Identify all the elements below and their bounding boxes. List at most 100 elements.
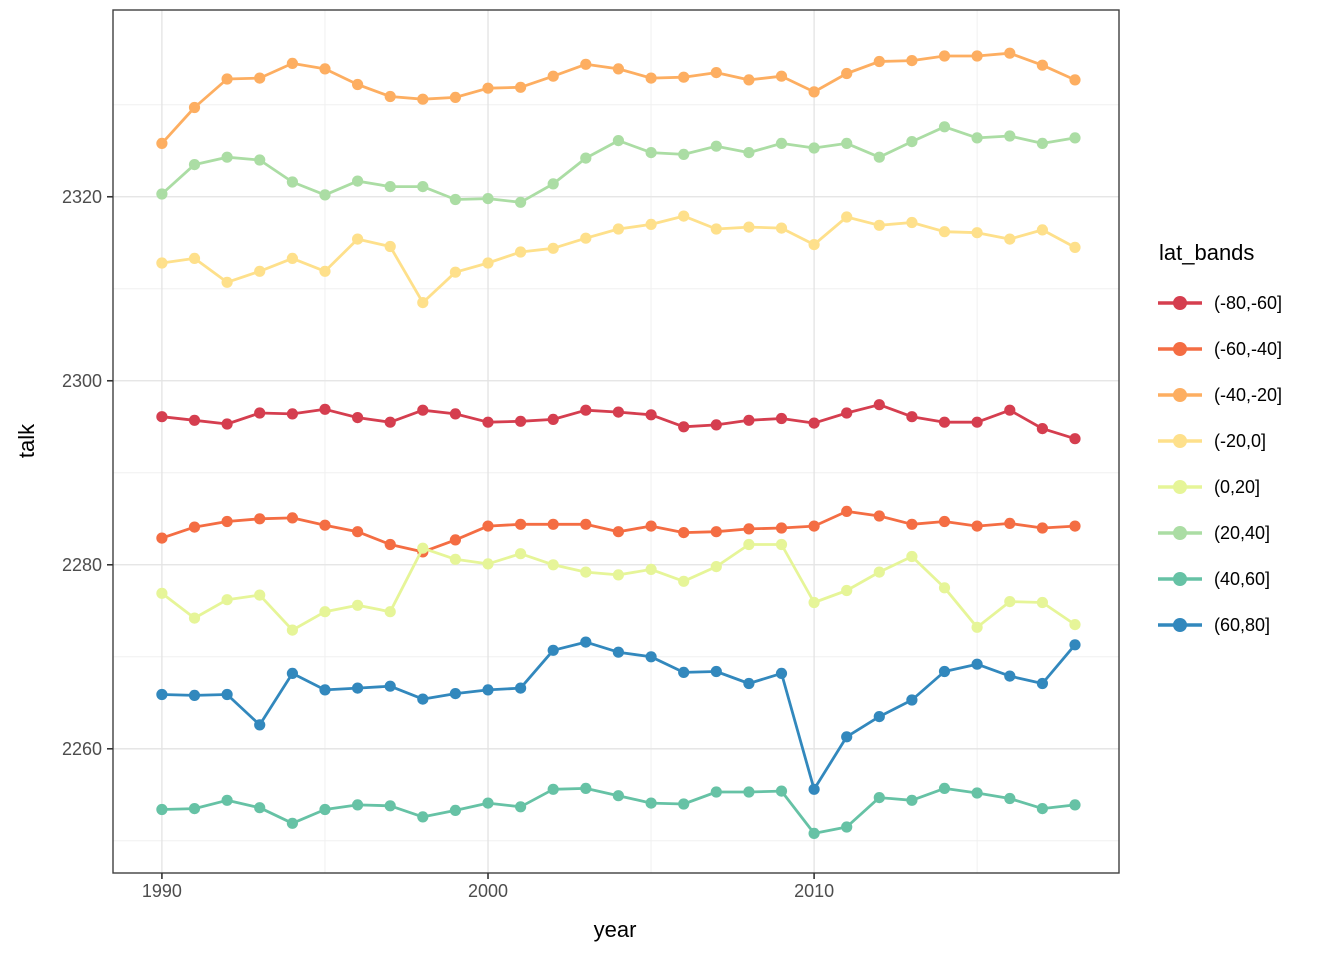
data-point [841, 584, 853, 597]
data-point [188, 689, 201, 702]
data-point [938, 226, 951, 238]
series-5 [156, 121, 1081, 208]
data-point [808, 596, 820, 609]
data-point [417, 181, 429, 193]
data-point [743, 74, 755, 86]
data-point [938, 121, 951, 133]
data-point [449, 553, 461, 565]
data-point [286, 624, 298, 636]
data-point [286, 57, 298, 69]
data-point [971, 132, 983, 144]
data-point [710, 786, 722, 798]
data-point [482, 193, 494, 205]
data-point [319, 519, 331, 531]
series-1 [156, 505, 1081, 558]
data-point [906, 794, 918, 806]
data-point [188, 414, 201, 426]
data-point [645, 409, 657, 421]
data-point [221, 276, 233, 288]
data-point [384, 416, 396, 428]
data-point [384, 181, 396, 193]
data-point [580, 232, 592, 244]
data-point [678, 527, 690, 539]
data-point [938, 50, 951, 62]
data-point [1004, 792, 1016, 805]
data-point [710, 526, 722, 538]
data-point [775, 522, 788, 534]
y-tick-label: 2260 [62, 739, 102, 759]
data-point [221, 794, 233, 806]
data-point [743, 147, 755, 159]
data-point [710, 67, 722, 79]
series-2 [156, 47, 1081, 149]
data-point [906, 518, 918, 530]
data-point [482, 257, 494, 269]
data-point [188, 521, 201, 533]
data-point [580, 152, 592, 164]
data-point [645, 218, 657, 230]
data-point [482, 684, 494, 696]
legend-item-label: (60,80] [1214, 614, 1271, 635]
data-point [482, 520, 494, 532]
data-point [612, 63, 625, 75]
data-point [254, 513, 266, 525]
data-point [352, 233, 364, 245]
data-point [808, 783, 820, 795]
data-point [645, 147, 657, 159]
data-point [515, 682, 527, 694]
legend-item-label: (-40,-20] [1214, 384, 1283, 405]
data-point [188, 252, 201, 264]
x-axis-title: year [593, 917, 637, 942]
data-point [938, 515, 951, 528]
data-point [1004, 404, 1016, 416]
data-point [254, 802, 266, 814]
data-point [156, 137, 168, 149]
data-point [775, 412, 788, 425]
data-point [580, 58, 592, 70]
data-point [254, 719, 266, 731]
data-point [352, 78, 364, 91]
data-point [384, 90, 396, 103]
data-point [1069, 520, 1081, 532]
data-point [743, 786, 755, 798]
x-tick-label: 2010 [794, 881, 834, 901]
data-point [1069, 639, 1081, 651]
data-point [743, 221, 755, 233]
series-0 [156, 399, 1081, 445]
data-point [580, 566, 592, 578]
data-point [678, 575, 690, 587]
data-point [352, 599, 364, 611]
data-point [1004, 130, 1016, 142]
series-7 [156, 636, 1081, 795]
legend-key-icon [1158, 618, 1202, 632]
data-point [873, 55, 885, 68]
data-point [515, 518, 527, 530]
legend-item-4: (0,20] [1157, 464, 1342, 510]
data-point [482, 82, 494, 94]
data-point [645, 520, 657, 532]
data-point [547, 413, 559, 425]
data-point [1069, 132, 1081, 144]
data-point [156, 803, 168, 816]
data-point [254, 589, 266, 601]
data-point [547, 70, 559, 82]
data-point [645, 563, 657, 576]
data-point [645, 651, 657, 663]
data-point [841, 211, 853, 223]
data-point [612, 646, 625, 658]
data-point [384, 538, 396, 551]
data-point [384, 240, 396, 253]
data-point [808, 86, 820, 98]
data-point [515, 196, 527, 208]
data-point [1036, 522, 1048, 534]
data-point [906, 55, 918, 67]
data-point [1069, 433, 1081, 445]
legend-key-icon [1158, 480, 1202, 494]
data-point [775, 137, 788, 149]
data-point [710, 561, 722, 573]
data-point [547, 783, 559, 795]
data-point [547, 518, 559, 530]
data-point [254, 154, 266, 166]
data-point [1069, 799, 1081, 811]
data-point [873, 792, 885, 804]
